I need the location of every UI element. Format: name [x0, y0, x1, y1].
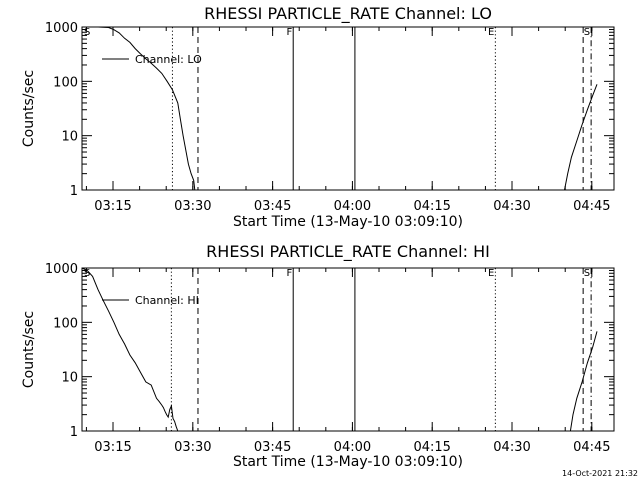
event-line-label: E	[488, 268, 494, 279]
y-tick-label: 1	[70, 425, 78, 440]
event-line-label: E	[488, 27, 494, 38]
y-tick-label: 10	[61, 371, 78, 386]
y-tick-label: 10	[61, 130, 78, 145]
x-axis-label: Start Time (13-May-10 03:09:10)	[233, 454, 463, 470]
event-line-label: F	[286, 27, 292, 38]
series-line-2	[569, 331, 598, 432]
y-axis-label: Counts/sec	[21, 70, 37, 147]
chart-title: RHESSI PARTICLE_RATE Channel: LO	[204, 4, 492, 24]
y-tick-label: 100	[53, 316, 78, 331]
chart-panel-1: RHESSI PARTICLE_RATE Channel: LO Counts/s…	[21, 4, 615, 230]
corner-mark: S	[84, 268, 90, 279]
series-line-1	[81, 267, 179, 432]
x-tick-label: 04:00	[334, 199, 371, 214]
legend-label: Channel: LO	[135, 53, 202, 66]
chart-panel-2: RHESSI PARTICLE_RATE Channel: HI Counts/s…	[21, 242, 615, 470]
x-tick-label: 04:45	[573, 199, 610, 214]
event-line-label: S	[584, 27, 590, 38]
x-tick-label: 03:30	[174, 440, 211, 455]
y-axis-label: Counts/sec	[21, 311, 37, 388]
timestamp: 14-Oct-2021 21:32	[562, 469, 638, 478]
x-tick-label: 04:15	[413, 199, 450, 214]
legend-label: Channel: HI	[135, 294, 199, 307]
x-tick-label: 03:30	[174, 199, 211, 214]
x-tick-label: 04:15	[413, 440, 450, 455]
plot-frame	[81, 267, 615, 432]
y-tick-label: 1	[70, 184, 78, 199]
x-tick-label: 04:00	[334, 440, 371, 455]
x-tick-label: 04:30	[493, 440, 530, 455]
plot-frame	[81, 26, 615, 191]
x-tick-label: 03:45	[254, 199, 291, 214]
x-tick-label: 04:45	[573, 440, 610, 455]
y-tick-label: 1000	[45, 262, 78, 277]
y-tick-label: 1000	[45, 21, 78, 36]
x-tick-label: 03:15	[94, 440, 131, 455]
event-line-label: F	[286, 268, 292, 279]
x-tick-label: 03:15	[94, 199, 131, 214]
corner-mark: S	[84, 27, 90, 38]
series-line-2	[564, 84, 598, 191]
series-line-1	[82, 26, 196, 191]
x-axis-label: Start Time (13-May-10 03:09:10)	[233, 214, 463, 230]
y-tick-label: 100	[53, 75, 78, 90]
x-tick-label: 03:45	[254, 440, 291, 455]
event-line-label: S	[584, 268, 590, 279]
chart-title: RHESSI PARTICLE_RATE Channel: HI	[206, 242, 490, 262]
x-tick-label: 04:30	[493, 199, 530, 214]
